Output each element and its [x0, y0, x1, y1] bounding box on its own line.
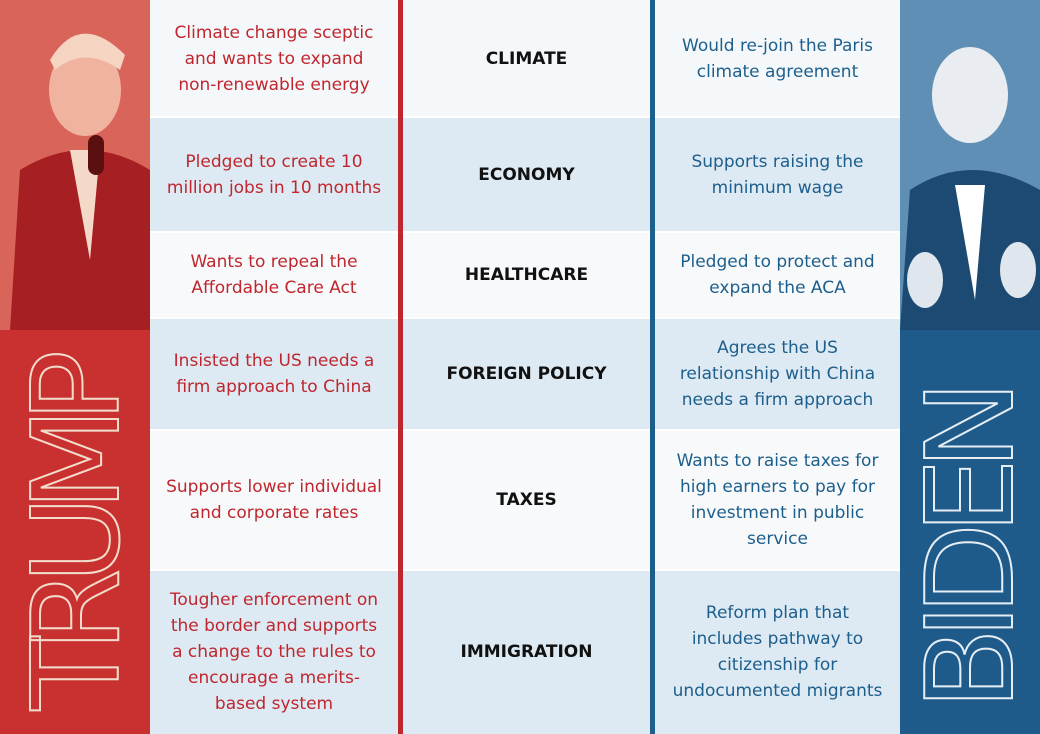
row-separator: [150, 231, 900, 233]
divider: [650, 0, 655, 734]
row-separator: [150, 429, 900, 431]
right-position: Pledged to protect and expand the ACA: [655, 232, 900, 318]
left-position: Supports lower individual and corporate …: [150, 430, 398, 570]
right-panel: BIDEN: [900, 0, 1040, 734]
left-position: Wants to repeal the Affordable Care Act: [150, 232, 398, 318]
infographic: TRUMP BIDEN Climate change sceptic and w…: [0, 0, 1040, 734]
candidate-name: TRUMP: [8, 350, 147, 711]
right-position: Would re-join the Paris climate agreemen…: [655, 0, 900, 117]
topic: ECONOMY: [403, 117, 650, 232]
left-position: Climate change sceptic and wants to expa…: [150, 0, 398, 117]
row-separator: [150, 116, 900, 118]
topic: TAXES: [403, 430, 650, 570]
topic: HEALTHCARE: [403, 232, 650, 318]
candidate-name: BIDEN: [902, 380, 1040, 710]
right-position: Supports raising the minimum wage: [655, 117, 900, 232]
topic: CLIMATE: [403, 0, 650, 117]
left-position: Pledged to create 10 million jobs in 10 …: [150, 117, 398, 232]
right-position: Reform plan that includes pathway to cit…: [655, 570, 900, 734]
right-position: Wants to raise taxes for high earners to…: [655, 430, 900, 570]
right-position: Agrees the US relationship with China ne…: [655, 318, 900, 430]
row-separator: [150, 569, 900, 571]
left-position: Insisted the US needs a firm approach to…: [150, 318, 398, 430]
divider: [398, 0, 403, 734]
left-position: Tougher enforcement on the border and su…: [150, 570, 398, 734]
topic: FOREIGN POLICY: [403, 318, 650, 430]
topic: IMMIGRATION: [403, 570, 650, 734]
left-panel: TRUMP: [0, 0, 150, 734]
row-separator: [150, 317, 900, 319]
